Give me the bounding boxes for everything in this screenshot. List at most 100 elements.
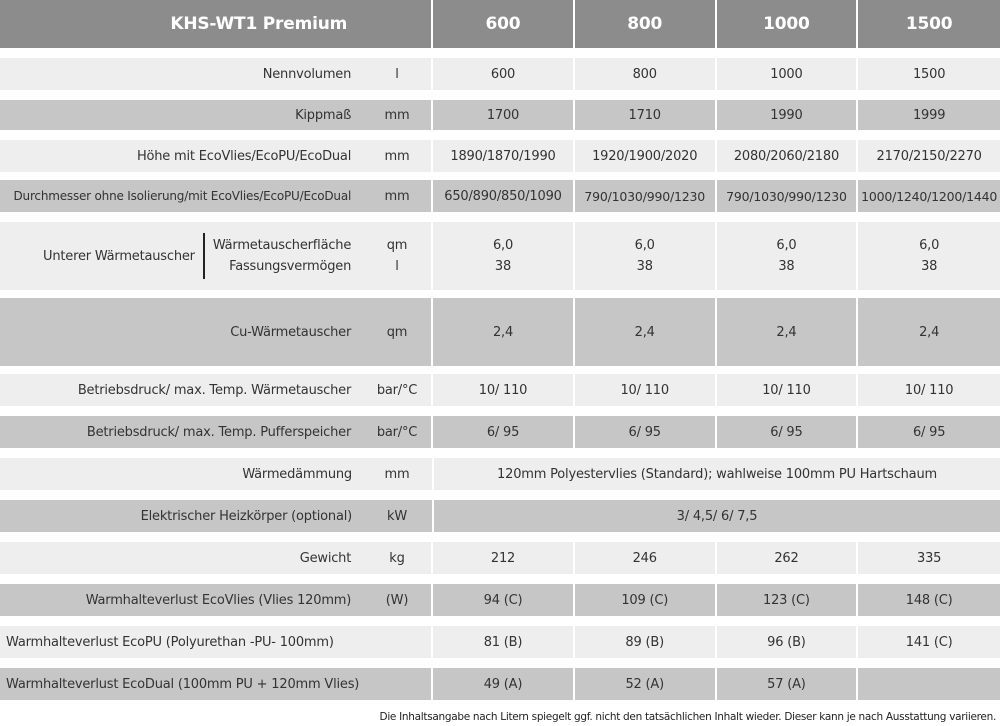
- label-cell: Gewicht kg: [0, 542, 432, 574]
- value-cell: 2080/2060/2180: [716, 140, 857, 172]
- col-header: 800: [574, 0, 715, 48]
- row-label: Gewicht: [299, 550, 352, 566]
- value-cell: 2,4: [858, 298, 1000, 366]
- value-cell: 123 (C): [716, 584, 857, 616]
- label-cell: Kippmaß mm: [0, 100, 432, 130]
- label-cell: Warmhalteverlust EcoPU (Polyurethan -PU-…: [0, 626, 432, 658]
- value-cell: 650/890/850/1090: [433, 180, 573, 212]
- unit: bar/°C: [376, 424, 418, 440]
- row-label: Wärmedämmung: [242, 466, 352, 482]
- footnote: Die Inhaltsangabe nach Litern spiegelt g…: [379, 711, 997, 723]
- value-cell: 1000/1240/1200/1440: [858, 180, 1000, 212]
- label-cell: Cu-Wärmetauscher qm: [0, 298, 432, 366]
- unit: l: [395, 259, 399, 274]
- value-cell: 10/ 110: [433, 374, 573, 406]
- unit: kg: [389, 550, 405, 566]
- row-label: Nennvolumen: [262, 66, 352, 82]
- value-cell: 212: [433, 542, 573, 574]
- value-cell: 600: [433, 58, 573, 90]
- table-row: Kippmaß mm 1700 1710 1990 1999: [0, 100, 1000, 130]
- label-cell: Betriebsdruck/ max. Temp. Wärmetauscher b…: [0, 374, 432, 406]
- value-cell: 790/1030/990/1230: [574, 180, 715, 212]
- table-row: Nennvolumen l 600 800 1000 1500: [0, 58, 1000, 90]
- table-row: Durchmesser ohne Isolierung/mit EcoVlies…: [0, 180, 1000, 212]
- value-cell: 1710: [574, 100, 715, 130]
- value-cell: 94 (C): [433, 584, 573, 616]
- col-header: 600: [433, 0, 573, 48]
- value-cell: 6/ 95: [574, 416, 715, 448]
- label-cell: Betriebsdruck/ max. Temp. Pufferspeicher…: [0, 416, 432, 448]
- value-cell-merged: 3/ 4,5/ 6/ 7,5: [434, 500, 1000, 532]
- row-label: Warmhalteverlust EcoDual (100mm PU + 120…: [6, 676, 360, 692]
- row-label: Durchmesser ohne Isolierung/mit EcoVlies…: [13, 189, 352, 203]
- table-row: Elektrischer Heizkörper (optional) kW 3/ 4…: [0, 500, 1000, 532]
- value-cell: 335: [858, 542, 1000, 574]
- row-label: Kippmaß: [295, 107, 352, 123]
- table-row: Höhe mit EcoVlies/EcoPU/EcoDual mm 1890/18…: [0, 140, 1000, 172]
- header-title-cell: KHS-WT1 Premium: [0, 0, 432, 48]
- table-row: Cu-Wärmetauscher qm 2,4 2,4 2,4 2,4: [0, 298, 1000, 366]
- unit: mm: [384, 466, 410, 482]
- value-cell: 148 (C): [858, 584, 1000, 616]
- group-label: Unterer Wärmetauscher: [43, 248, 195, 264]
- col-header: 1500: [858, 0, 1000, 48]
- table-row: Betriebsdruck/ max. Temp. Wärmetauscher b…: [0, 374, 1000, 406]
- divider: [202, 233, 205, 279]
- value-cell: 262: [716, 542, 857, 574]
- row-label: Elektrischer Heizkörper (optional): [140, 508, 353, 524]
- unit: l: [395, 66, 399, 82]
- value-cell: 1999: [858, 100, 1000, 130]
- value-cell: [858, 668, 1000, 700]
- value-cell: 6,0 38: [574, 222, 715, 290]
- value-cell: 1920/1900/2020: [574, 140, 715, 172]
- value-cell: 2,4: [433, 298, 573, 366]
- row-label: Warmhalteverlust EcoPU (Polyurethan -PU-…: [6, 634, 334, 650]
- unit: kW: [387, 508, 407, 524]
- table-row: Unterer Wärmetauscher Wärmetauscherfläche…: [0, 222, 1000, 290]
- row-label: Höhe mit EcoVlies/EcoPU/EcoDual: [136, 148, 352, 164]
- value-cell: 49 (A): [433, 668, 573, 700]
- label-cell: Unterer Wärmetauscher Wärmetauscherfläche…: [0, 222, 432, 290]
- value: 38: [778, 259, 795, 274]
- value: 38: [636, 259, 653, 274]
- value-cell: 57 (A): [716, 668, 857, 700]
- value: 6,0: [919, 238, 940, 253]
- value-cell: 6/ 95: [858, 416, 1000, 448]
- table-row: Warmhalteverlust EcoDual (100mm PU + 120…: [0, 668, 1000, 700]
- row-label: Betriebsdruck/ max. Temp. Pufferspeicher: [86, 424, 352, 440]
- value-cell: 89 (B): [574, 626, 715, 658]
- table-row: Gewicht kg 212 246 262 335: [0, 542, 1000, 574]
- value-cell: 6/ 95: [433, 416, 573, 448]
- label-cell: Warmhalteverlust EcoVlies (Vlies 120mm) (…: [0, 584, 432, 616]
- row-label: Warmhalteverlust EcoVlies (Vlies 120mm): [85, 592, 352, 608]
- table-row: Wärmedämmung mm 120mm Polyestervlies (Stan…: [0, 458, 1000, 490]
- value-cell: 1700: [433, 100, 573, 130]
- value-cell: 6,0 38: [716, 222, 857, 290]
- value-cell: 6/ 95: [716, 416, 857, 448]
- value-cell: 1500: [858, 58, 1000, 90]
- label-cell: Höhe mit EcoVlies/EcoPU/EcoDual mm: [0, 140, 432, 172]
- label-cell: Elektrischer Heizkörper (optional) kW: [0, 500, 432, 532]
- value-cell: 790/1030/990/1230: [716, 180, 857, 212]
- value-cell: 6,0 38: [433, 222, 573, 290]
- value-cell: 1990: [716, 100, 857, 130]
- value-cell: 246: [574, 542, 715, 574]
- row-label: Wärmetauscherfläche: [212, 238, 352, 253]
- value: 38: [494, 259, 512, 274]
- value: 6,0: [492, 238, 514, 253]
- value-cell: 1890/1870/1990: [433, 140, 573, 172]
- product-title: KHS-WT1 Premium: [170, 14, 348, 34]
- value-cell: 10/ 110: [716, 374, 857, 406]
- value-cell: 96 (B): [716, 626, 857, 658]
- value-cell: 2,4: [574, 298, 715, 366]
- unit: bar/°C: [376, 382, 418, 398]
- value-cell: 6,0 38: [858, 222, 1000, 290]
- value-cell: 2170/2150/2270: [858, 140, 1000, 172]
- unit: mm: [384, 107, 410, 123]
- value-cell: 52 (A): [574, 668, 715, 700]
- value: 6,0: [634, 238, 655, 253]
- table-row: Warmhalteverlust EcoVlies (Vlies 120mm) (…: [0, 584, 1000, 616]
- header-row: KHS-WT1 Premium 600 800 1000 1500: [0, 0, 1000, 48]
- unit: mm: [384, 148, 410, 164]
- row-label: Betriebsdruck/ max. Temp. Wärmetauscher: [77, 382, 352, 398]
